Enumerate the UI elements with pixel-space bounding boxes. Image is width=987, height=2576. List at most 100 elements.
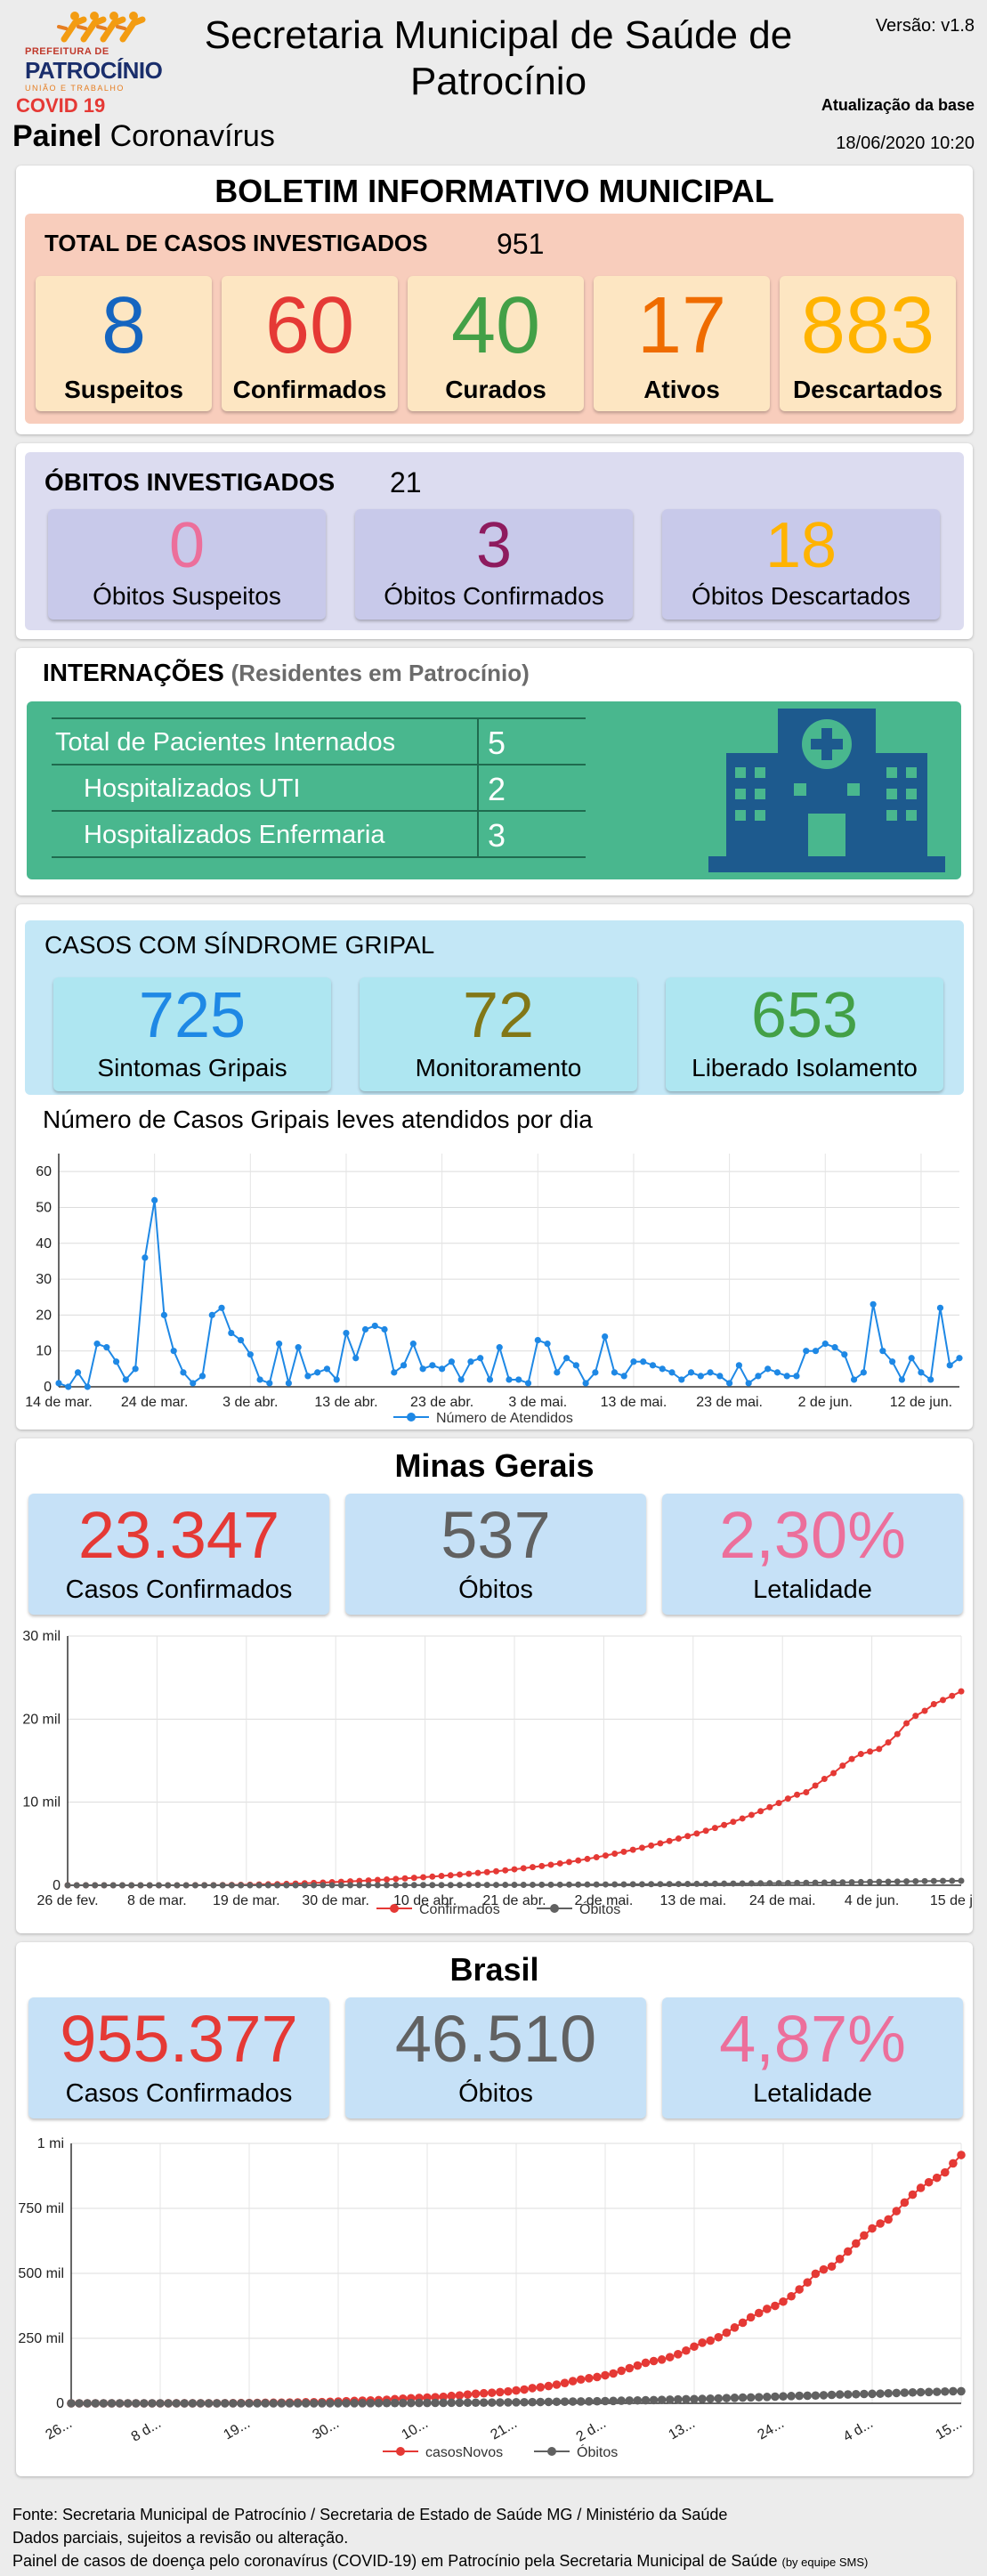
data-point bbox=[103, 1344, 110, 1351]
data-point bbox=[455, 2398, 465, 2408]
data-point bbox=[493, 1867, 500, 1875]
row-value: 3 bbox=[488, 817, 506, 854]
data-point bbox=[912, 1878, 919, 1885]
data-point bbox=[515, 1376, 522, 1383]
data-point bbox=[585, 2374, 594, 2383]
data-point bbox=[455, 2391, 465, 2400]
x-tick-label: 21 de abr. bbox=[482, 1893, 546, 1908]
data-point bbox=[584, 1855, 591, 1862]
data-point bbox=[447, 1872, 454, 1879]
data-point bbox=[852, 2389, 861, 2399]
card-mg-letalidade: 2,30% Letalidade bbox=[662, 1494, 963, 1615]
obitos-box: ÓBITOS INVESTIGADOS 21 0 Óbitos Suspeitos… bbox=[25, 452, 964, 630]
data-point bbox=[219, 1882, 226, 1889]
data-point bbox=[682, 2345, 691, 2355]
data-point bbox=[572, 1362, 579, 1369]
data-point bbox=[554, 1369, 561, 1376]
data-point bbox=[439, 2392, 448, 2402]
data-point bbox=[164, 2399, 173, 2408]
data-point bbox=[429, 1873, 436, 1880]
data-point bbox=[487, 2398, 497, 2407]
card-label: Ativos bbox=[643, 376, 720, 403]
data-point bbox=[641, 2358, 651, 2368]
card-value: 46.510 bbox=[394, 2002, 597, 2076]
data-point bbox=[361, 1325, 369, 1333]
data-point bbox=[795, 2285, 804, 2294]
data-point bbox=[787, 2392, 796, 2401]
data-point bbox=[384, 1882, 391, 1889]
y-tick-label: 0 bbox=[44, 1380, 52, 1395]
total-casos-value: 951 bbox=[497, 228, 545, 260]
data-point bbox=[892, 2388, 902, 2398]
data-point bbox=[716, 1373, 724, 1380]
data-point bbox=[711, 1880, 718, 1887]
logo-people-icon bbox=[57, 12, 146, 43]
data-point bbox=[927, 1376, 934, 1383]
data-point bbox=[293, 2399, 303, 2408]
x-tick-label: 26... bbox=[44, 2416, 75, 2442]
data-point bbox=[908, 2190, 918, 2199]
data-point bbox=[898, 1376, 906, 1383]
data-point bbox=[565, 1881, 572, 1888]
data-point bbox=[398, 2398, 408, 2408]
data-point bbox=[544, 2397, 554, 2407]
legend-label: Confirmados bbox=[419, 1902, 500, 1917]
x-tick-label: 4 d... bbox=[841, 2416, 876, 2445]
data-point bbox=[502, 1867, 509, 1874]
data-point bbox=[739, 1815, 746, 1822]
data-point bbox=[381, 1325, 388, 1333]
data-point bbox=[819, 2391, 829, 2400]
x-tick-label: 30... bbox=[311, 2416, 342, 2442]
data-point bbox=[447, 1882, 454, 1889]
data-point bbox=[648, 1842, 655, 1849]
painel-label: Painel Coronavírus bbox=[12, 119, 275, 154]
data-point bbox=[763, 2305, 772, 2313]
data-point bbox=[67, 2399, 76, 2408]
data-point bbox=[702, 1880, 709, 1887]
card-value: 537 bbox=[441, 1498, 551, 1572]
data-point bbox=[115, 2399, 125, 2408]
data-point bbox=[255, 1882, 263, 1889]
data-point bbox=[457, 1882, 464, 1889]
data-point bbox=[511, 1882, 518, 1889]
data-point bbox=[738, 2318, 748, 2328]
data-point bbox=[657, 1840, 664, 1847]
data-point bbox=[374, 1876, 381, 1883]
data-point bbox=[706, 2394, 715, 2403]
card-label: Óbitos Descartados bbox=[692, 582, 910, 610]
data-point bbox=[812, 1782, 819, 1789]
data-point bbox=[496, 1344, 503, 1351]
data-point bbox=[520, 2385, 529, 2394]
card-label: Descartados bbox=[792, 376, 943, 403]
card-label: Casos Confirmados bbox=[65, 1576, 293, 1604]
data-point bbox=[783, 1373, 790, 1380]
data-point bbox=[714, 2332, 724, 2342]
data-point bbox=[678, 1376, 685, 1383]
data-point bbox=[151, 1196, 158, 1203]
data-point bbox=[775, 1800, 782, 1807]
data-point bbox=[649, 1362, 657, 1369]
data-point bbox=[465, 1870, 473, 1877]
card-value: 653 bbox=[750, 980, 859, 1051]
footer-note: Dados parciais, sujeitos a revisão ou al… bbox=[12, 2529, 349, 2547]
data-point bbox=[410, 1875, 417, 1882]
data-point bbox=[400, 1362, 408, 1369]
data-point bbox=[390, 2398, 400, 2408]
data-point bbox=[830, 1770, 837, 1777]
data-point bbox=[347, 1882, 354, 1889]
row-separator bbox=[477, 719, 479, 764]
data-point bbox=[620, 1848, 627, 1855]
x-tick-label: 21... bbox=[489, 2416, 520, 2442]
internacoes-label: INTERNAÇÕES (Residentes em Patrocínio) bbox=[43, 659, 530, 687]
data-point bbox=[419, 1365, 426, 1373]
data-point bbox=[870, 1300, 877, 1308]
data-point bbox=[775, 1880, 782, 1887]
data-point bbox=[174, 1882, 181, 1889]
data-point bbox=[924, 2387, 934, 2397]
internacoes-box: Total de Pacientes Internados 5 Hospitali… bbox=[27, 701, 961, 879]
data-point bbox=[512, 2386, 521, 2395]
data-point bbox=[520, 1865, 527, 1872]
card-value: 40 bbox=[450, 281, 541, 370]
data-point bbox=[857, 1751, 864, 1758]
data-point bbox=[900, 2198, 910, 2207]
